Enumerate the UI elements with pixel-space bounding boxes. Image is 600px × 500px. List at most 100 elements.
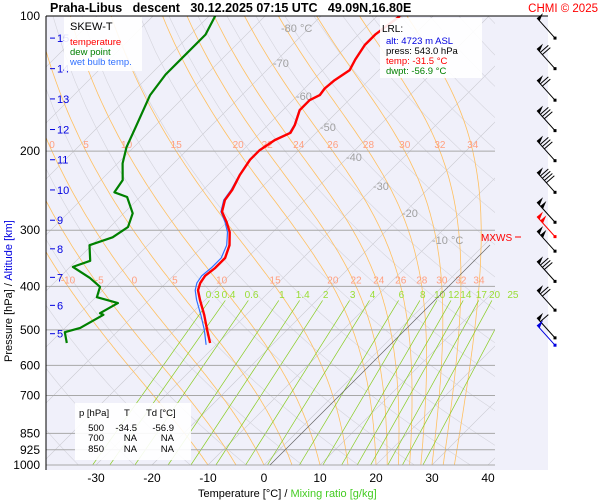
pressure-tick-label: 500: [20, 323, 40, 337]
moist-adiabat-label: 22: [350, 275, 362, 286]
isotherm-line: [46, 16, 154, 124]
wind-barb-staff: [536, 201, 556, 223]
wind-barb-pennant: [540, 200, 547, 209]
isotherm-line: [207, 177, 495, 465]
temperature-line: [196, 16, 401, 344]
chart-title: Praha-Libus descent 30.12.2025 07:15 UTC…: [50, 1, 411, 15]
pressure-tick-label: 1000: [13, 458, 40, 472]
legend-temperature: temperature: [70, 37, 121, 48]
sounding-profiles: [63, 16, 401, 345]
pressure-tick-label: 300: [20, 223, 40, 237]
wind-barb-flag: [542, 78, 551, 87]
pressure-tick-label: 200: [20, 144, 40, 158]
pressure-tick-label: 400: [20, 279, 40, 293]
dry-adiabat-line: [197, 16, 495, 344]
isotherm-line: [46, 16, 434, 404]
temperature-tick-label: 0: [261, 471, 268, 485]
table-cell: NA: [124, 444, 138, 455]
wind-barb-flag: [544, 141, 553, 150]
wind-barb-flag: [544, 262, 553, 270]
mixing-ratio-label: 0.3: [206, 290, 220, 301]
mxws-label: MXWS: [481, 233, 512, 244]
isotherm-label: -80 °C: [281, 23, 312, 35]
pressure-tick-label: 100: [20, 9, 40, 23]
lrl-title: LRL:: [382, 24, 403, 35]
wind-barb-station: [553, 249, 557, 253]
wind-barb-staff: [536, 230, 556, 252]
moist-adiabat-label: 5: [83, 140, 89, 151]
wind-barb-flag: [546, 175, 555, 184]
moist-adiabat-label: 0: [132, 275, 138, 286]
altitude-tick-label: 11: [57, 155, 68, 167]
moist-adiabat-label: 5: [172, 275, 178, 286]
isotherm-label: -40: [346, 152, 362, 164]
wind-barb-pennant: [537, 226, 543, 235]
temperature-tick-label: -30: [87, 471, 105, 485]
dry-adiabat-line: [139, 16, 495, 411]
isotherm-line: [263, 233, 495, 465]
mixing-ratio-label: 0.6: [245, 290, 259, 301]
moist-adiabat-label: 28: [363, 140, 375, 151]
altitude-tick-label: 9: [57, 215, 63, 227]
dry-adiabat-line: [168, 16, 495, 377]
wind-barb-pennant: [537, 256, 543, 265]
wind-barb-staff: [536, 79, 556, 101]
moist-adiabat-label: 34: [473, 275, 485, 286]
wind-barb-staff: [536, 140, 556, 162]
moist-adiabat-label: 10: [216, 275, 228, 286]
wind-barb-station: [553, 190, 557, 194]
moist-adiabat-label: 32: [455, 275, 467, 286]
mixing-ratio-line: [245, 300, 350, 465]
mixing-ratio-label: 8: [420, 290, 426, 301]
moist-adiabat-label: 26: [327, 140, 339, 151]
mixing-ratio-line: [267, 300, 370, 465]
mixing-ratio-line: [370, 300, 464, 465]
wind-barb-staff: [536, 324, 556, 346]
wind-barb-station: [553, 36, 557, 40]
mixing-ratio-label: 20: [489, 290, 501, 301]
y-axis-title: Pressure [hPa] / Altitude [km]: [3, 220, 15, 362]
wind-barb-pennant: [537, 75, 543, 84]
table-row: 700 NA NA: [88, 433, 175, 444]
moist-adiabat-label: 20: [327, 275, 339, 286]
lrl-altitude: alt: 4723 m ASL: [386, 36, 453, 47]
moist-adiabat-label: 24: [373, 275, 385, 286]
wind-barb-staff: [536, 289, 556, 311]
moist-adiabat-label: 15: [171, 140, 183, 151]
mixing-ratio-label: 12: [448, 290, 460, 301]
dew-point-line: [63, 16, 217, 344]
wind-barb-station: [553, 220, 557, 224]
wind-barb-flag: [540, 168, 549, 177]
isotherm-label: -30: [373, 181, 389, 193]
isotherm-line: [46, 16, 210, 180]
wind-barb-flag: [540, 286, 549, 295]
wind-barb-flag: [540, 137, 549, 145]
table-header-td: Td [°C]: [146, 408, 176, 419]
mixing-ratio-label: 25: [507, 290, 519, 301]
table-cell: NA: [161, 433, 175, 444]
pressure-tick-label: 925: [20, 443, 40, 457]
isotherm-labels: -80 °C -70 -60 -50 -40 -30 -20 -10 °C: [273, 23, 463, 247]
table-cell: -56.9: [152, 423, 174, 434]
mixing-ratio-label: 1: [279, 290, 285, 301]
altitude-tick-label: 6: [57, 300, 63, 312]
moist-adiabat-label: 0: [49, 140, 55, 151]
mixing-ratio-label: 2: [323, 290, 329, 301]
table-cell: NA: [124, 433, 138, 444]
temperature-tick-label: 10: [313, 471, 327, 485]
isotherm-line: [319, 289, 495, 465]
summary-table: p [hPa] T Td [°C] 500 -34.5 -56.9 700 NA…: [75, 403, 191, 460]
wind-barb-pennant: [540, 215, 547, 224]
isotherm-line: [46, 16, 378, 348]
dry-adiabat-line: [313, 16, 495, 213]
temperature-tick-label: 20: [369, 471, 383, 485]
dry-adiabat-line: [284, 16, 495, 245]
table-row: 850 NA NA: [88, 444, 175, 455]
legend-dew-point: dew point: [70, 47, 111, 58]
mixing-ratio-line: [322, 300, 421, 465]
wind-barb-staff: [536, 48, 556, 69]
isotherm-line: [151, 121, 495, 465]
mixing-ratio-label: 1.4: [296, 290, 310, 301]
temperature-tick-label: -10: [199, 471, 217, 485]
mixing-ratio-label: 17: [476, 290, 488, 301]
